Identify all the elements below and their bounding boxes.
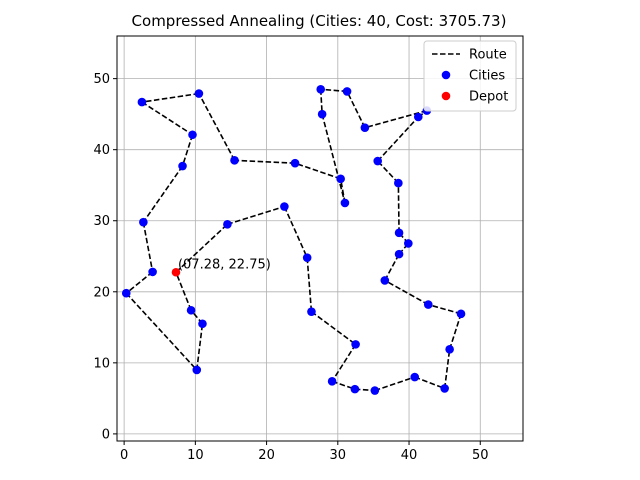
city-point <box>121 288 131 298</box>
x-tick-label: 40 <box>401 448 418 463</box>
route-segment <box>377 160 399 184</box>
points-layer <box>121 84 466 395</box>
route-segment <box>443 349 451 389</box>
city-point <box>440 384 449 393</box>
city-point <box>456 309 466 319</box>
city-point <box>370 386 380 395</box>
route-segment <box>125 271 154 294</box>
city-point <box>410 372 420 382</box>
route-segment <box>142 222 154 273</box>
route-segment <box>283 206 308 259</box>
city-point <box>139 217 148 227</box>
route-segment <box>346 91 366 129</box>
y-tick-label: 10 <box>93 356 110 371</box>
city-point <box>423 300 433 309</box>
route-segment <box>414 376 445 390</box>
city-point <box>404 239 413 248</box>
route-segment <box>142 165 184 223</box>
route-segment <box>320 88 348 93</box>
x-tick-label: 30 <box>330 448 347 463</box>
x-tick-label: 0 <box>120 448 128 463</box>
city-point <box>290 158 300 168</box>
city-point <box>192 365 202 375</box>
route-layer <box>125 88 462 392</box>
route-segment <box>125 292 198 371</box>
route-segment <box>175 223 228 273</box>
chart-title: Compressed Annealing (Cities: 40, Cost: … <box>132 12 507 30</box>
route-segment <box>397 183 400 233</box>
city-point <box>394 228 404 238</box>
legend-marker-swatch <box>441 70 451 80</box>
city-point <box>413 112 423 122</box>
axes-frame <box>116 35 524 442</box>
city-point <box>340 198 350 208</box>
city-point <box>394 249 404 259</box>
city-point <box>373 156 382 166</box>
legend-marker-swatch <box>441 91 451 101</box>
route-segment <box>428 303 462 315</box>
city-point <box>137 97 147 107</box>
route-segment <box>310 311 357 346</box>
y-tick-label: 30 <box>93 214 110 229</box>
route-segment <box>141 101 193 136</box>
city-point <box>186 305 196 315</box>
city-point <box>445 345 454 354</box>
route-segment <box>294 162 341 180</box>
legend-label: Depot <box>469 90 508 105</box>
city-point <box>351 340 360 349</box>
y-tick-label: 40 <box>93 143 110 158</box>
legend-label: Cities <box>469 69 505 84</box>
route-segment <box>198 93 236 161</box>
city-point <box>342 87 352 96</box>
city-point <box>178 161 187 171</box>
city-point <box>360 123 370 132</box>
city-point <box>148 267 157 277</box>
city-point <box>223 219 232 229</box>
city-point <box>316 84 326 94</box>
city-point <box>307 307 316 316</box>
route-segment <box>321 113 346 204</box>
x-tick-label: 50 <box>472 448 489 463</box>
legend: Route Cities Depot <box>423 40 517 112</box>
route-segment <box>141 92 200 103</box>
axes-layer: 0 10 20 30 40 50 0 10 20 30 40 50 <box>93 35 524 463</box>
city-point <box>188 130 197 140</box>
route-segment <box>227 205 285 226</box>
city-point <box>317 109 327 119</box>
depot-annotation: (07.28, 22.75) <box>178 257 271 272</box>
x-tick-label: 20 <box>258 448 275 463</box>
route-segment <box>377 116 419 162</box>
route-segment <box>175 271 192 311</box>
route-segment <box>448 313 462 350</box>
city-point <box>230 156 239 165</box>
city-point <box>302 253 312 262</box>
city-point <box>327 377 337 386</box>
route-segment <box>331 343 357 382</box>
route-segment <box>384 279 429 306</box>
route-segment <box>384 253 400 281</box>
city-point <box>194 89 204 98</box>
city-point <box>280 202 289 211</box>
x-tick-label: 10 <box>187 448 204 463</box>
y-tick-label: 0 <box>102 427 110 442</box>
route-segment <box>234 159 296 164</box>
y-tick-label: 20 <box>93 285 110 300</box>
route-segment <box>181 134 194 167</box>
city-point <box>198 319 207 329</box>
y-tick-label: 50 <box>93 72 110 87</box>
city-point <box>380 276 390 285</box>
legend-label: Route <box>469 48 507 63</box>
depot-point <box>171 267 181 277</box>
city-point <box>350 384 360 394</box>
city-point <box>336 174 345 184</box>
route-segment <box>306 257 313 312</box>
route-segment <box>374 376 415 392</box>
city-point <box>394 178 403 188</box>
